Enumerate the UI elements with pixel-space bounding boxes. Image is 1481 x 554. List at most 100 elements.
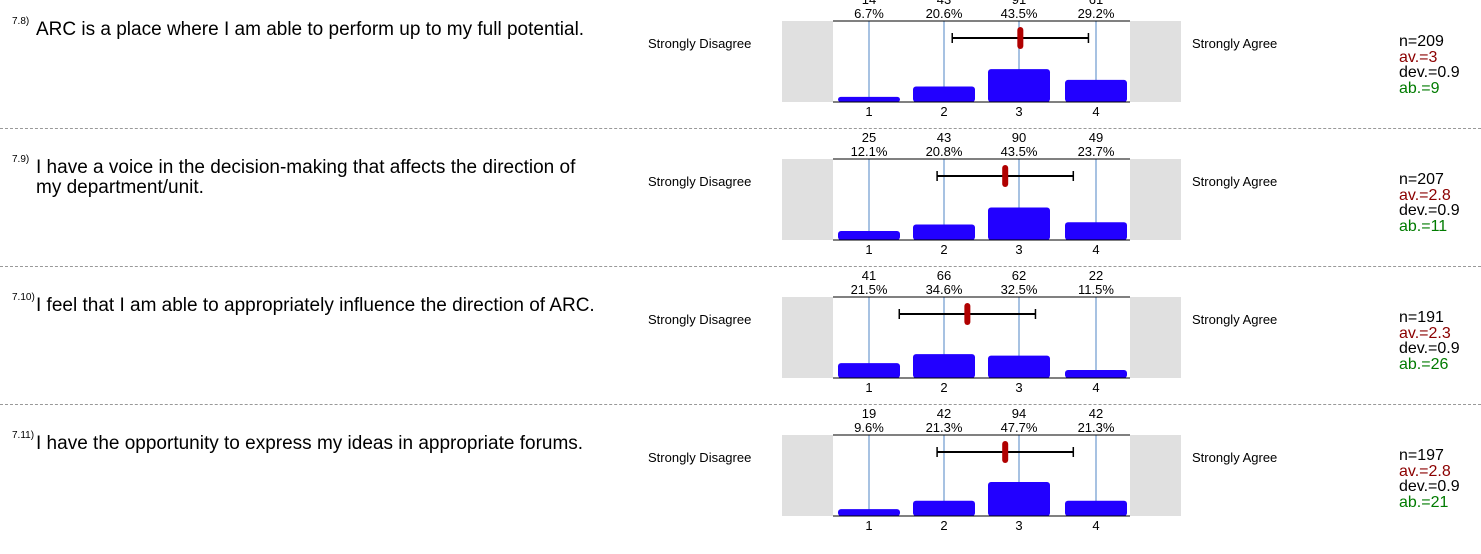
bar [913,354,975,378]
side-panel-left [782,435,833,516]
percent-label: 11.5% [1078,282,1114,297]
side-panel-right [1130,21,1181,102]
count-label: 62 [1012,268,1026,283]
percent-label: 43.5% [1001,144,1038,159]
percent-label: 32.5% [1001,282,1038,297]
scale-label-left: Strongly Disagree [648,450,752,465]
percent-label: 34.6% [926,282,963,297]
question-row: 7.8) ARC is a place where I am able to pe… [0,0,1481,120]
side-panel-right [1130,297,1181,378]
category-tick-label: 4 [1092,104,1099,119]
bar [838,509,900,516]
count-label: 42 [937,406,951,421]
mean-marker [1017,27,1024,49]
stat-ab: ab.=21 [1399,493,1449,511]
category-tick-label: 4 [1092,380,1099,395]
bar [1065,222,1127,240]
stat-dev: dev.=0.9 [1399,340,1460,357]
side-panel-right [1130,435,1181,516]
count-label: 43 [937,0,951,7]
bar [988,355,1050,378]
category-tick-label: 1 [865,518,872,533]
stat-ab: ab.=26 [1399,355,1449,373]
stats-block: n=197 av.=2.8 dev.=0.9 ab.=21 [1399,448,1460,510]
category-tick-label: 2 [940,380,947,395]
count-label: 91 [1012,0,1026,7]
percent-label: 20.8% [926,144,963,159]
category-tick-label: 3 [1015,518,1022,533]
stats-block: n=209 av.=3 dev.=0.9 ab.=9 [1399,34,1460,96]
scale-label-left: Strongly Disagree [648,174,752,189]
stat-av: av.=2.8 [1399,186,1451,204]
scale-label-right: Strongly Agree [1192,174,1278,189]
side-panel-left [782,21,833,102]
percent-label: 6.7% [854,6,884,21]
question-text: I feel that I am able to appropriately i… [36,295,595,316]
count-label: 42 [1089,406,1103,421]
category-tick-label: 4 [1092,242,1099,257]
category-tick-label: 3 [1015,104,1022,119]
percent-label: 9.6% [854,420,884,435]
count-label: 19 [862,406,876,421]
stat-av: av.=2.3 [1399,324,1451,342]
category-tick-label: 1 [865,380,872,395]
category-tick-label: 1 [865,242,872,257]
stat-n: n=209 [1399,33,1444,50]
question-number: 7.10) [12,292,35,303]
percent-label: 21.3% [926,420,963,435]
percent-label: 29.2% [1078,6,1115,21]
bar [838,230,900,240]
percent-label: 12.1% [851,144,888,159]
count-label: 66 [937,268,951,283]
percent-label: 23.7% [1078,144,1115,159]
category-tick-label: 2 [940,242,947,257]
count-label: 41 [862,268,876,283]
percent-label: 47.7% [1001,420,1038,435]
bar [988,207,1050,240]
row-divider [0,266,1481,267]
bar [913,224,975,240]
count-label: 14 [862,0,876,7]
bar [838,96,900,102]
count-label: 43 [937,130,951,145]
bar [838,363,900,378]
bar [913,86,975,102]
count-label: 25 [862,130,876,145]
stat-av: av.=2.8 [1399,462,1451,480]
percent-label: 21.3% [1078,420,1115,435]
question-text: I have the opportunity to express my ide… [36,433,584,454]
category-tick-label: 3 [1015,242,1022,257]
question-number: 7.9) [12,154,30,165]
category-tick-label: 1 [865,104,872,119]
stat-n: n=207 [1399,171,1444,188]
stats-block: n=207 av.=2.8 dev.=0.9 ab.=11 [1399,172,1460,234]
question-row: 7.10) I feel that I am able to appropriat… [0,266,1481,396]
bar [1065,370,1127,378]
percent-label: 20.6% [926,6,963,21]
stats-block: n=191 av.=2.3 dev.=0.9 ab.=26 [1399,310,1460,372]
question-number: 7.11) [12,430,35,441]
scale-label-right: Strongly Agree [1192,450,1278,465]
side-panel-left [782,159,833,240]
count-label: 61 [1089,0,1103,7]
count-label: 94 [1012,406,1026,421]
mean-marker [1002,441,1009,463]
question-row: 7.11) I have the opportunity to express m… [0,404,1481,534]
category-tick-label: 4 [1092,518,1099,533]
count-label: 22 [1089,268,1103,283]
side-panel-left [782,297,833,378]
scale-label-left: Strongly Disagree [648,36,752,51]
mean-marker [964,303,971,325]
question-row: 7.9) I have a voice in the decision-makin… [0,128,1481,258]
stat-dev: dev.=0.9 [1399,64,1460,81]
scale-label-right: Strongly Agree [1192,36,1278,51]
stat-dev: dev.=0.9 [1399,478,1460,495]
category-tick-label: 2 [940,104,947,119]
category-tick-label: 2 [940,518,947,533]
bar [913,500,975,516]
row-divider [0,128,1481,129]
